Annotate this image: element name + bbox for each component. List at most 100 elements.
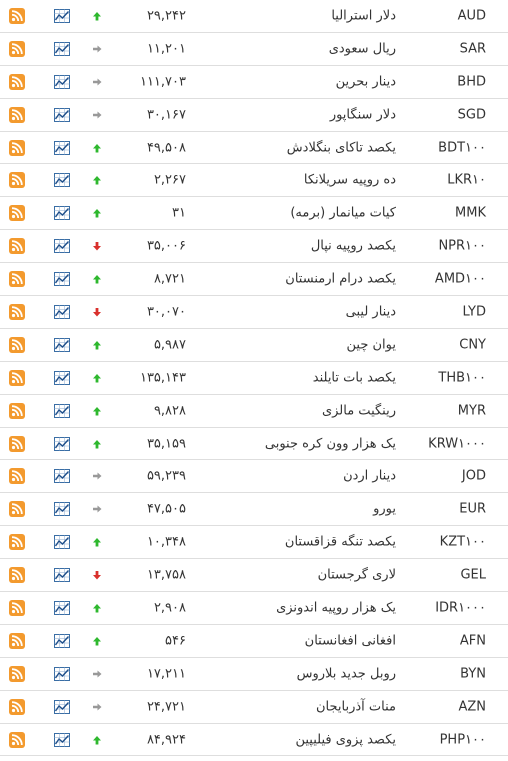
currency-code: KZT۱۰۰ (439, 534, 486, 550)
currency-code: BHD (457, 74, 486, 90)
price-value: ۲,۲۶۷ (153, 172, 186, 188)
chart-icon[interactable] (54, 206, 70, 221)
rss-feed-icon[interactable] (9, 534, 25, 551)
chart-icon[interactable] (54, 239, 70, 254)
table-row: ۳۵,۰۰۶ یکصد روپیه نپال NPR۱۰۰ (0, 230, 508, 264)
currency-name: دینار اردن (343, 468, 396, 484)
rss-feed-icon[interactable] (9, 106, 25, 123)
chart-icon[interactable] (54, 469, 70, 484)
chart-icon[interactable] (54, 568, 70, 583)
trend-up-arrow-icon (92, 11, 102, 21)
price-value: ۵۹,۲۳۹ (146, 468, 186, 484)
chart-icon[interactable] (54, 74, 70, 89)
table-row: ۳۵,۱۵۹ یک هزار وون کره جنوبی KRW۱۰۰۰ (0, 428, 508, 461)
chart-icon[interactable] (54, 370, 70, 385)
currency-name: دینار لیبی (345, 304, 396, 320)
rss-feed-icon[interactable] (9, 7, 25, 24)
chart-icon[interactable] (54, 272, 70, 287)
chart-icon[interactable] (54, 403, 70, 418)
chart-icon[interactable] (54, 600, 70, 615)
rss-feed-icon[interactable] (9, 402, 25, 419)
currency-name: افغانی افغانستان (304, 633, 396, 649)
table-row: ۵۴۶ افغانی افغانستان AFN (0, 625, 508, 658)
currency-name: منات آذربایجان (316, 699, 396, 715)
rss-feed-icon[interactable] (9, 238, 25, 255)
rss-feed-icon[interactable] (9, 632, 25, 649)
rss-feed-icon[interactable] (9, 40, 25, 57)
table-row: ۵۹,۲۳۹ دینار اردن JOD (0, 460, 508, 494)
rss-feed-icon[interactable] (9, 303, 25, 320)
rss-feed-icon[interactable] (9, 698, 25, 715)
currency-name: یکصد تاکای بنگلادش (286, 140, 396, 155)
price-value: ۵۴۶ (165, 633, 186, 649)
currency-name: ده روپیه سریلانکا (303, 172, 396, 188)
chart-icon[interactable] (54, 304, 70, 319)
rss-feed-icon[interactable] (9, 205, 25, 222)
chart-icon[interactable] (54, 535, 70, 550)
price-value: ۳۵,۰۰۶ (146, 238, 186, 254)
chart-icon[interactable] (54, 173, 70, 188)
currency-name: یوان چین (346, 337, 396, 353)
rss-feed-icon[interactable] (9, 139, 25, 156)
rss-feed-icon[interactable] (9, 435, 25, 452)
currency-name: یکصد بات تایلند (312, 370, 396, 386)
table-row: ۱۷,۲۱۱ روبل جدید بلاروس BYN (0, 658, 508, 691)
trend-up-arrow-icon (92, 406, 102, 416)
trend-up-arrow-icon (92, 340, 102, 350)
currency-code: EUR (459, 501, 486, 517)
chart-icon[interactable] (54, 41, 70, 56)
currency-name: یکصد تنگه قزاقستان (284, 534, 396, 550)
table-row: ۱۰,۳۴۸ یکصد تنگه قزاقستان KZT۱۰۰ (0, 526, 508, 560)
chart-icon[interactable] (54, 107, 70, 122)
trend-flat-arrow-icon (92, 471, 102, 481)
currency-code: MYR (457, 403, 486, 419)
chart-icon[interactable] (54, 633, 70, 648)
table-row: ۱۱,۲۰۱ ریال سعودی SAR (0, 33, 508, 66)
trend-down-arrow-icon (92, 241, 102, 251)
rss-feed-icon[interactable] (9, 468, 25, 485)
trend-down-arrow-icon (92, 570, 102, 580)
rss-feed-icon[interactable] (9, 172, 25, 189)
price-value: ۳۰,۱۶۷ (146, 107, 186, 123)
price-value: ۱۳۵,۱۴۳ (139, 370, 186, 386)
price-value: ۱۳,۷۵۸ (146, 567, 186, 583)
chart-icon[interactable] (54, 337, 70, 352)
table-row: ۴۷,۵۰۵ یورو EUR (0, 493, 508, 527)
currency-code: AUD (457, 8, 486, 24)
currency-code: LYD (462, 304, 486, 320)
price-value: ۳۱ (172, 205, 186, 221)
rss-feed-icon[interactable] (9, 731, 25, 748)
price-value: ۸۴,۹۲۴ (146, 732, 186, 748)
price-value: ۸,۷۲۱ (153, 271, 186, 287)
rss-feed-icon[interactable] (9, 567, 25, 584)
rss-feed-icon[interactable] (9, 73, 25, 90)
chart-icon[interactable] (54, 8, 70, 23)
rss-feed-icon[interactable] (9, 336, 25, 353)
trend-up-arrow-icon (92, 636, 102, 646)
chart-icon[interactable] (54, 666, 70, 681)
currency-name: یکصد روپیه نپال (310, 238, 396, 254)
currency-code: AFN (459, 633, 486, 649)
rss-feed-icon[interactable] (9, 271, 25, 288)
chart-icon[interactable] (54, 140, 70, 155)
price-value: ۱۷,۲۱۱ (146, 666, 186, 682)
chart-icon[interactable] (54, 502, 70, 517)
price-value: ۵,۹۸۷ (153, 337, 186, 353)
currency-name: لاری گرجستان (317, 567, 396, 583)
currency-code: THB۱۰۰ (438, 370, 486, 386)
price-value: ۳۵,۱۵۹ (146, 436, 186, 452)
rss-feed-icon[interactable] (9, 665, 25, 682)
trend-up-arrow-icon (92, 603, 102, 613)
chart-icon[interactable] (54, 732, 70, 747)
currency-code: CNY (459, 337, 486, 353)
chart-icon[interactable] (54, 699, 70, 714)
chart-icon[interactable] (54, 436, 70, 451)
trend-up-arrow-icon (92, 735, 102, 745)
rss-feed-icon[interactable] (9, 501, 25, 518)
rss-feed-icon[interactable] (9, 599, 25, 616)
price-value: ۹,۸۲۸ (153, 403, 186, 419)
rss-feed-icon[interactable] (9, 369, 25, 386)
trend-flat-arrow-icon (92, 110, 102, 120)
table-row: ۲,۹۰۸ یک هزار روپیه اندونزی IDR۱۰۰۰ (0, 592, 508, 625)
trend-up-arrow-icon (92, 274, 102, 284)
